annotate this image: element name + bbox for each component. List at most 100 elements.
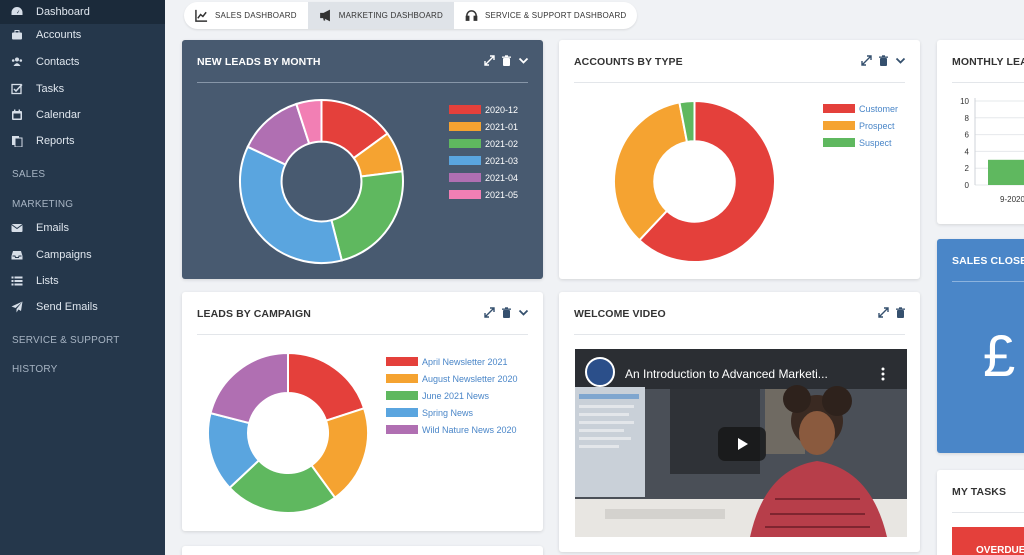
leads-by-campaign-card: LEADS BY CAMPAIGN April Newsletter 2021 … — [182, 292, 543, 531]
legend-swatch — [449, 139, 481, 148]
list-icon — [11, 275, 23, 287]
expand-icon[interactable] — [878, 307, 889, 318]
legend-item: 2020-12 — [449, 101, 518, 118]
trash-icon[interactable] — [501, 55, 512, 66]
card-tools — [484, 55, 529, 66]
envelope-icon — [11, 222, 23, 234]
new-leads-donut-chart — [239, 98, 404, 264]
legend-item: Spring News — [386, 404, 518, 421]
tab-service-support-dashboard[interactable]: SERVICE & SUPPORT DASHBOARD — [454, 2, 637, 29]
new-leads-legend: 2020-12 2021-01 2021-02 2021-03 2021-04 … — [449, 101, 518, 203]
sidebar-item-label: Calendar — [36, 109, 81, 121]
legend-item: 2021-05 — [449, 186, 518, 203]
section-history[interactable]: HISTORY — [12, 364, 58, 375]
tab-label: SALES DASHBOARD — [215, 11, 297, 20]
donut-slice-2021-02[interactable] — [330, 170, 404, 262]
channel-avatar[interactable] — [585, 357, 615, 387]
sidebar-item-label: Lists — [36, 275, 59, 287]
chevron-down-icon[interactable] — [518, 307, 529, 318]
chevron-down-icon[interactable] — [895, 55, 906, 66]
checkbox-icon — [11, 83, 23, 95]
legend-swatch — [386, 391, 418, 400]
legend-swatch — [449, 156, 481, 165]
expand-icon[interactable] — [861, 55, 872, 66]
trash-icon[interactable] — [501, 307, 512, 318]
legend-swatch — [823, 121, 855, 130]
bar-9-2020[interactable] — [988, 159, 1024, 185]
accounts-legend: Customer Prospect Suspect — [823, 100, 898, 151]
donut-slice-customer[interactable] — [637, 99, 776, 263]
legend-item: August Newsletter 2020 — [386, 370, 518, 387]
tab-label: SERVICE & SUPPORT DASHBOARD — [484, 11, 627, 20]
legend-label: 2020-12 — [485, 104, 519, 115]
donut-slice-2021-03[interactable] — [239, 145, 343, 264]
accounts-donut-chart — [613, 99, 776, 263]
y-tick-label: 6 — [965, 131, 970, 140]
donut-slice-june-2021-news[interactable] — [228, 458, 337, 514]
sidebar-item-contacts[interactable]: Contacts — [0, 50, 165, 74]
play-button[interactable] — [718, 427, 766, 461]
chevron-down-icon[interactable] — [518, 55, 529, 66]
sales-closed-card: SALES CLOSED £ — [937, 239, 1024, 453]
section-marketing[interactable]: MARKETING — [12, 199, 74, 210]
donut-slice-2021-05[interactable] — [295, 98, 323, 145]
video-title[interactable]: An Introduction to Advanced Marketi... — [625, 367, 828, 381]
section-sales[interactable]: SALES — [12, 169, 46, 180]
briefcase-icon — [11, 29, 23, 41]
monthly-leads-card: MONTHLY LEADS 0 2 4 6 8 10 9-2020 — [937, 40, 1024, 224]
card-divider — [574, 334, 905, 335]
sidebar-item-emails[interactable]: Emails — [0, 216, 165, 240]
card-title: NEW LEADS BY MONTH — [197, 56, 321, 68]
video-thumbnail — [575, 349, 907, 537]
sidebar-item-dashboard[interactable]: Dashboard — [0, 0, 165, 24]
sidebar-item-label: Send Emails — [36, 301, 98, 313]
sidebar-item-tasks[interactable]: Tasks — [0, 77, 165, 101]
legend-swatch — [386, 425, 418, 434]
calendar-icon — [11, 109, 23, 121]
y-tick-label: 2 — [965, 164, 970, 173]
headset-icon — [465, 10, 478, 21]
video-player[interactable]: An Introduction to Advanced Marketi... — [575, 349, 907, 537]
donut-slice-april-newsletter-2021[interactable] — [287, 351, 366, 422]
sidebar-item-send-emails[interactable]: Send Emails — [0, 295, 165, 319]
sidebar-item-accounts[interactable]: Accounts — [0, 23, 165, 47]
sidebar-item-label: Accounts — [36, 29, 82, 41]
card-tools — [878, 307, 906, 318]
send-icon — [11, 301, 23, 313]
legend-item: June 2021 News — [386, 387, 518, 404]
legend-label: April Newsletter 2021 — [422, 356, 508, 367]
donut-slice-wild-nature-news-2020[interactable] — [209, 351, 289, 425]
legend-swatch — [449, 122, 481, 131]
card-title: MONTHLY LEADS — [952, 56, 1024, 68]
card-divider — [574, 82, 905, 83]
sidebar-item-reports[interactable]: Reports — [0, 129, 165, 153]
megaphone-icon — [319, 9, 330, 22]
y-tick-label: 4 — [965, 147, 970, 156]
dashboard-tabs: SALES DASHBOARD MARKETING DASHBOARD SERV… — [184, 2, 638, 29]
my-tasks-card: MY TASKS OVERDUE — [937, 470, 1024, 555]
legend-item: 2021-02 — [449, 135, 518, 152]
trash-icon[interactable] — [895, 307, 906, 318]
inbox-icon — [11, 249, 23, 261]
donut-slice-prospect[interactable] — [613, 101, 689, 242]
welcome-video-card: WELCOME VIDEO — [559, 292, 920, 552]
legend-label: 2021-05 — [485, 189, 519, 200]
users-icon — [11, 56, 23, 68]
sidebar-item-lists[interactable]: Lists — [0, 269, 165, 293]
sidebar-item-calendar[interactable]: Calendar — [0, 103, 165, 127]
sidebar-item-label: Contacts — [36, 56, 80, 68]
tab-marketing-dashboard[interactable]: MARKETING DASHBOARD — [307, 2, 454, 29]
legend-swatch — [449, 173, 481, 182]
video-menu-icon[interactable] — [881, 367, 885, 381]
card-divider — [197, 82, 528, 83]
sidebar-item-campaigns[interactable]: Campaigns — [0, 243, 165, 267]
section-service-support[interactable]: SERVICE & SUPPORT — [12, 335, 120, 346]
donut-slice-suspect[interactable] — [678, 99, 696, 144]
expand-icon[interactable] — [484, 55, 495, 66]
overdue-tab[interactable]: OVERDUE — [952, 527, 1024, 555]
trash-icon[interactable] — [878, 55, 889, 66]
tab-sales-dashboard[interactable]: SALES DASHBOARD — [184, 2, 308, 29]
sidebar-item-label: Tasks — [36, 83, 65, 95]
partial-card — [182, 546, 543, 555]
expand-icon[interactable] — [484, 307, 495, 318]
